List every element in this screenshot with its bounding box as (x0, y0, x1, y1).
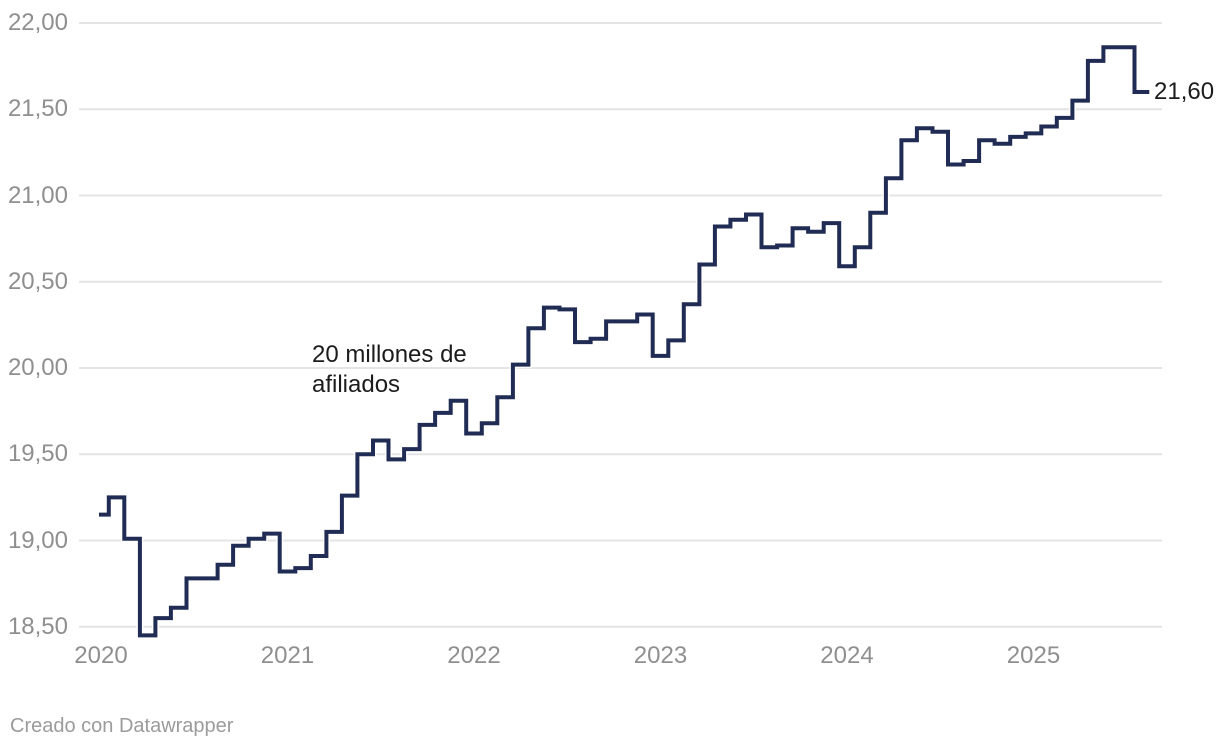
affiliates-step-line (99, 45, 1150, 638)
line-casing (99, 43, 1150, 639)
x-tick-label: 2024 (820, 642, 874, 669)
annotation-20-millones: 20 millones de afiliados (312, 340, 467, 400)
y-tick-label: 21,50 (7, 95, 68, 123)
y-tick-label: 20,50 (7, 267, 68, 295)
y-tick-label: 21,00 (7, 181, 68, 209)
datawrapper-credit: Creado con Datawrapper (10, 715, 234, 737)
y-tick-label: 22,00 (7, 9, 68, 36)
y-tick-label: 19,50 (7, 440, 68, 468)
annotation-line-2: afiliados (312, 371, 401, 398)
x-tick-label: 2021 (260, 642, 315, 669)
y-tick-label: 18,50 (7, 612, 68, 640)
y-tick-label: 20,00 (7, 354, 68, 381)
annotation-line-1: 20 millones de (312, 341, 467, 368)
end-value-label: 21,60 (1154, 78, 1215, 105)
y-tick-label: 19,00 (7, 526, 68, 554)
x-tick-label: 2020 (74, 642, 128, 669)
x-tick-label: 2025 (1006, 642, 1061, 669)
x-tick-label: 2023 (633, 642, 688, 669)
x-tick-label: 2022 (447, 642, 501, 669)
